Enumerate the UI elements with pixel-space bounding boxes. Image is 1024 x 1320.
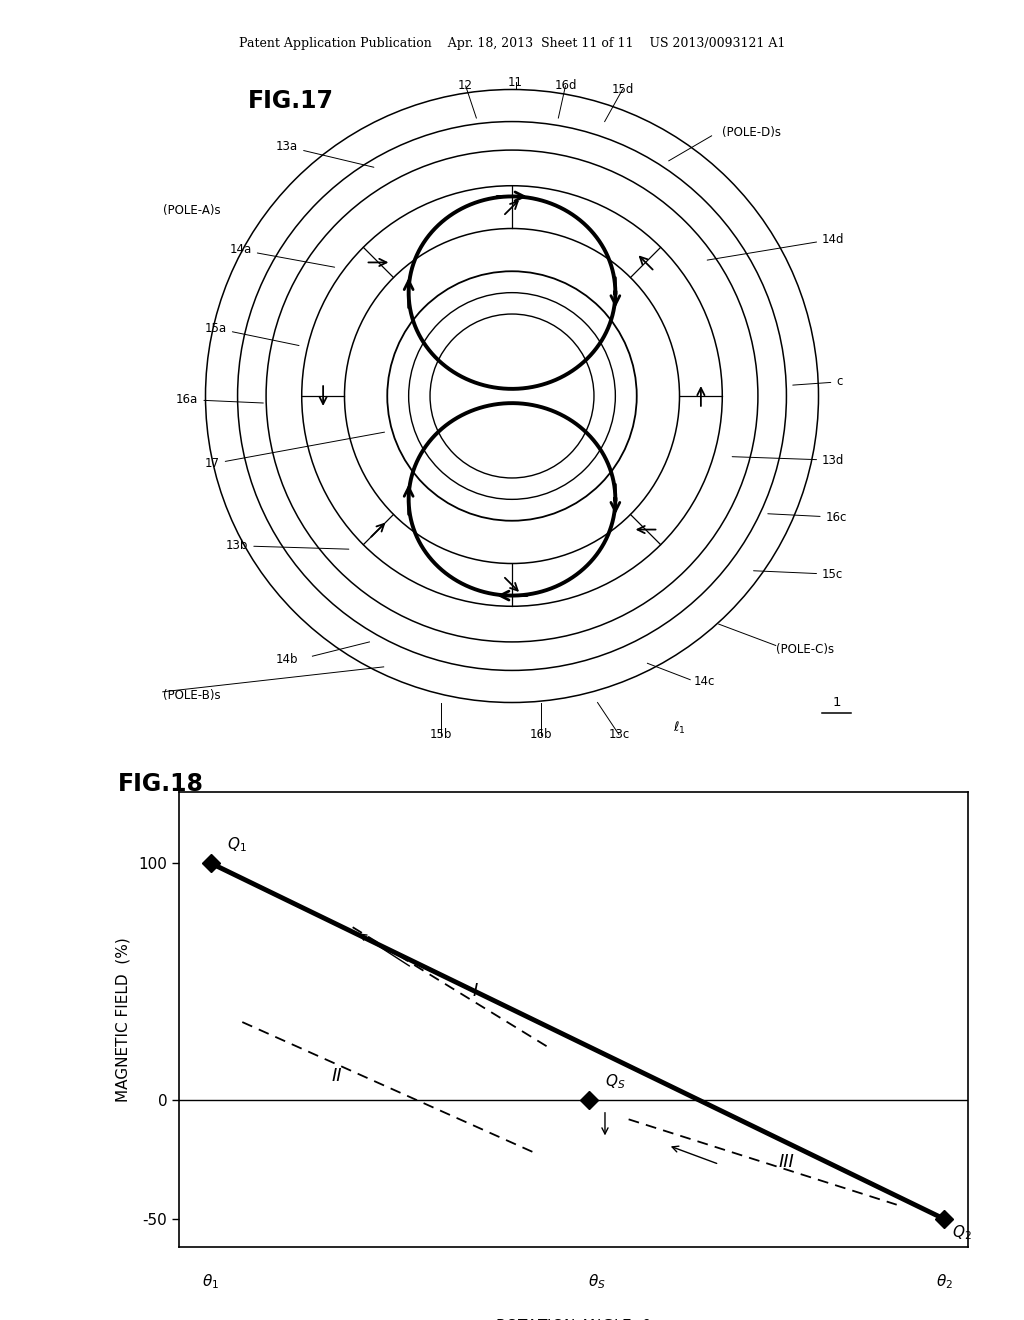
- Text: Patent Application Publication    Apr. 18, 2013  Sheet 11 of 11    US 2013/00931: Patent Application Publication Apr. 18, …: [239, 37, 785, 50]
- Text: 16a: 16a: [176, 393, 263, 407]
- Text: c: c: [793, 375, 843, 388]
- Text: 14d: 14d: [708, 232, 845, 260]
- Text: 13a: 13a: [276, 140, 374, 168]
- Text: 16b: 16b: [529, 729, 552, 741]
- Text: $\theta_S$: $\theta_S$: [588, 1272, 606, 1291]
- Text: 15b: 15b: [429, 729, 452, 741]
- Text: 16d: 16d: [554, 79, 577, 92]
- Text: 11: 11: [508, 75, 523, 88]
- Text: $\theta_1$: $\theta_1$: [202, 1272, 219, 1291]
- Text: II: II: [332, 1068, 342, 1085]
- Text: 13d: 13d: [732, 454, 845, 467]
- Text: $Q_2$: $Q_2$: [952, 1224, 972, 1242]
- Text: III: III: [778, 1152, 795, 1171]
- Text: 15c: 15c: [754, 568, 844, 581]
- Text: 13c: 13c: [608, 729, 630, 741]
- Text: 12: 12: [458, 79, 473, 92]
- Text: 14a: 14a: [229, 243, 335, 267]
- Text: 15d: 15d: [611, 83, 634, 96]
- Text: ROTATION ANGLE  $\theta$: ROTATION ANGLE $\theta$: [495, 1317, 652, 1320]
- Text: $\ell_1$: $\ell_1$: [673, 719, 686, 735]
- Text: (POLE-C)s: (POLE-C)s: [776, 643, 834, 656]
- Text: 13b: 13b: [226, 540, 349, 552]
- Text: (POLE-A)s: (POLE-A)s: [163, 205, 220, 218]
- Text: (POLE-B)s: (POLE-B)s: [163, 689, 220, 702]
- Text: $Q_S$: $Q_S$: [605, 1072, 626, 1090]
- Text: 1: 1: [833, 696, 841, 709]
- Text: FIG.17: FIG.17: [248, 90, 334, 114]
- Text: 16c: 16c: [768, 511, 847, 524]
- Text: $\theta_2$: $\theta_2$: [936, 1272, 952, 1291]
- Text: (POLE-D)s: (POLE-D)s: [722, 125, 781, 139]
- Text: 15a: 15a: [205, 322, 299, 346]
- Text: $Q_1$: $Q_1$: [226, 836, 246, 854]
- Text: FIG.18: FIG.18: [118, 772, 204, 796]
- Text: I: I: [472, 982, 477, 1001]
- Y-axis label: MAGNETIC FIELD  (%): MAGNETIC FIELD (%): [115, 937, 130, 1102]
- Text: 14c: 14c: [694, 675, 715, 688]
- Text: 17: 17: [205, 432, 385, 470]
- Text: 14b: 14b: [275, 653, 298, 667]
